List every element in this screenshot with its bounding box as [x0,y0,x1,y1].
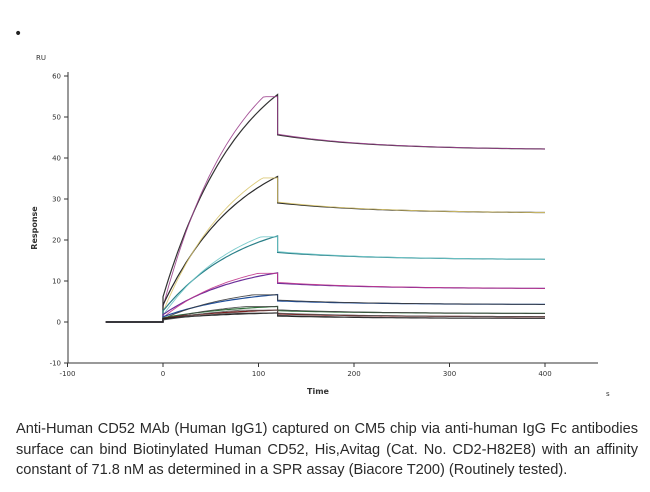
fit-curve-1 [162,96,546,308]
fit-curve-8 [162,312,545,321]
figure-caption: Anti-Human CD52 MAb (Human IgG1) capture… [16,421,638,478]
y-axis-title: Response [30,206,39,250]
axis-labels: RU s Time Response [30,54,610,398]
x-tick-label: 200 [347,370,360,378]
y-tick-label: 40 [52,155,61,163]
y-tick-label: 60 [52,73,61,81]
bullet-mark: • [14,26,23,42]
fit-curve-3 [162,236,546,316]
x-tick-label: 400 [538,370,551,378]
x-tick-label: -100 [60,370,76,378]
y-tick-label: 20 [52,237,61,245]
y-tick-label: -10 [50,360,61,368]
fit-curve-4 [162,272,545,318]
y-tick-label: 10 [52,278,61,286]
y-unit-label: RU [36,54,46,62]
x-tick-label: 100 [252,370,265,378]
x-tick-label: 300 [443,370,456,378]
x-unit-label: s [606,390,610,398]
y-tick-label: 50 [52,114,61,122]
fit-curve-2 [162,177,545,312]
fit-curve-5 [162,294,545,320]
y-tick-label: 0 [57,319,61,327]
y-tick-label: 30 [52,196,61,204]
fit-curve-6 [162,306,545,321]
x-tick-label: 0 [161,370,165,378]
fit-curve-7 [162,309,545,321]
series-layer [105,93,546,323]
x-axis-title: Time [307,387,330,396]
